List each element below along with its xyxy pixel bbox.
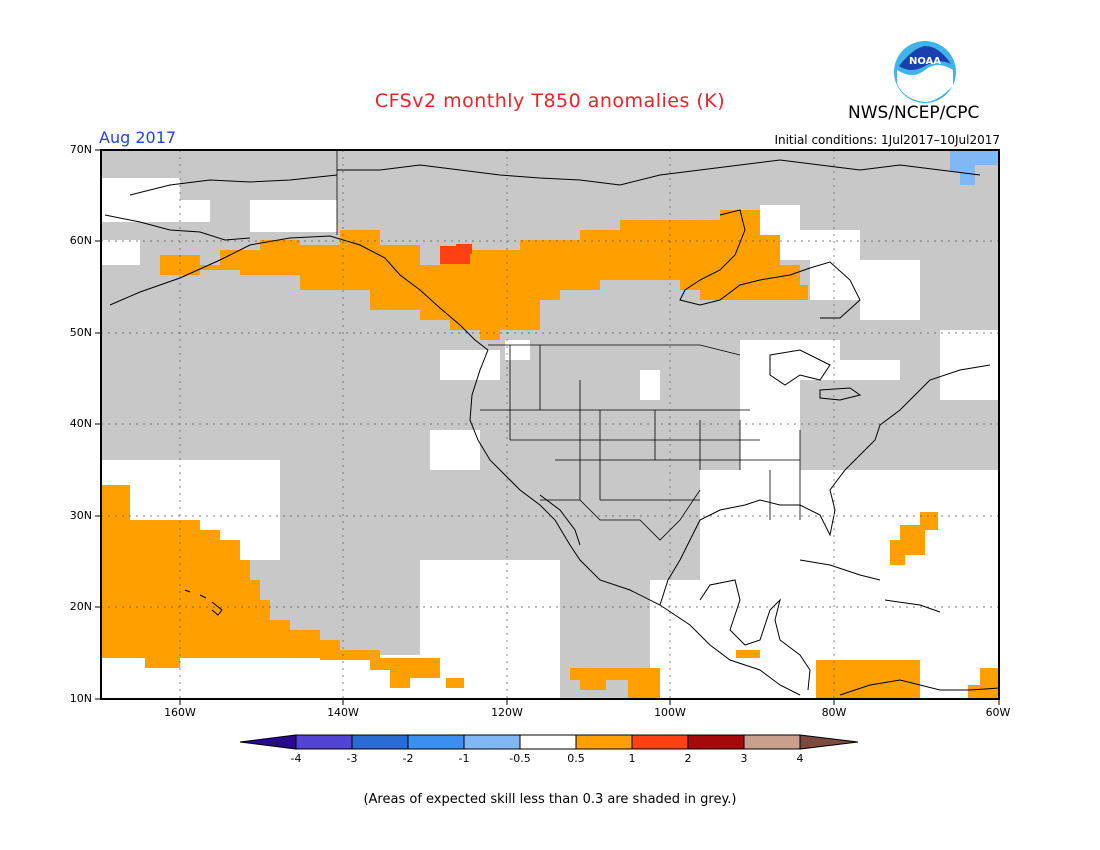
colorbar-label: 1 [628,752,636,765]
colorbar [239,734,859,750]
graticule [101,150,999,699]
lon-label-100w: 100W [654,706,686,719]
colorbar-label: -0.5 [509,752,531,765]
colorbar-label: -1 [458,752,470,765]
colorbar-label: 3 [740,752,748,765]
lat-label-20n: 20N [69,600,92,613]
cool-anomaly-region [950,150,999,185]
colorbar-label: -2 [402,752,414,765]
lat-label-30n: 30N [69,509,92,522]
valid-month: Aug 2017 [99,128,177,147]
initial-conditions: Initial conditions: 1Jul2017–10Jul2017 [774,133,1000,147]
lon-label-60w: 60W [985,706,1011,719]
lon-label-160w: 160W [164,706,196,719]
lon-label-120w: 120W [491,706,523,719]
lon-label-140w: 140W [327,706,359,719]
svg-text:NOAA: NOAA [909,56,941,67]
lat-label-40n: 40N [69,417,92,430]
warm-anomaly-regions [101,210,999,699]
colorbar-label: -3 [346,752,358,765]
colorbar-label: 0.5 [567,752,585,765]
coastlines [104,159,999,696]
lat-label-60n: 60N [69,234,92,247]
tick-marks [95,149,1000,705]
lon-label-80w: 80W [821,706,847,719]
colorbar-label: 4 [796,752,804,765]
noaa-logo: NOAA [894,41,956,103]
colorbar-label: 2 [684,752,692,765]
colorbar-label: -4 [290,752,302,765]
state-borders [336,150,801,541]
lat-label-50n: 50N [69,326,92,339]
agency-label: NWS/NCEP/CPC [848,103,980,123]
skill-footnote: (Areas of expected skill less than 0.3 a… [363,792,737,807]
map-title: CFSv2 monthly T850 anomalies (K) [374,90,726,112]
lat-label-70n: 70N [69,143,92,156]
lat-label-10n: 10N [69,692,92,705]
